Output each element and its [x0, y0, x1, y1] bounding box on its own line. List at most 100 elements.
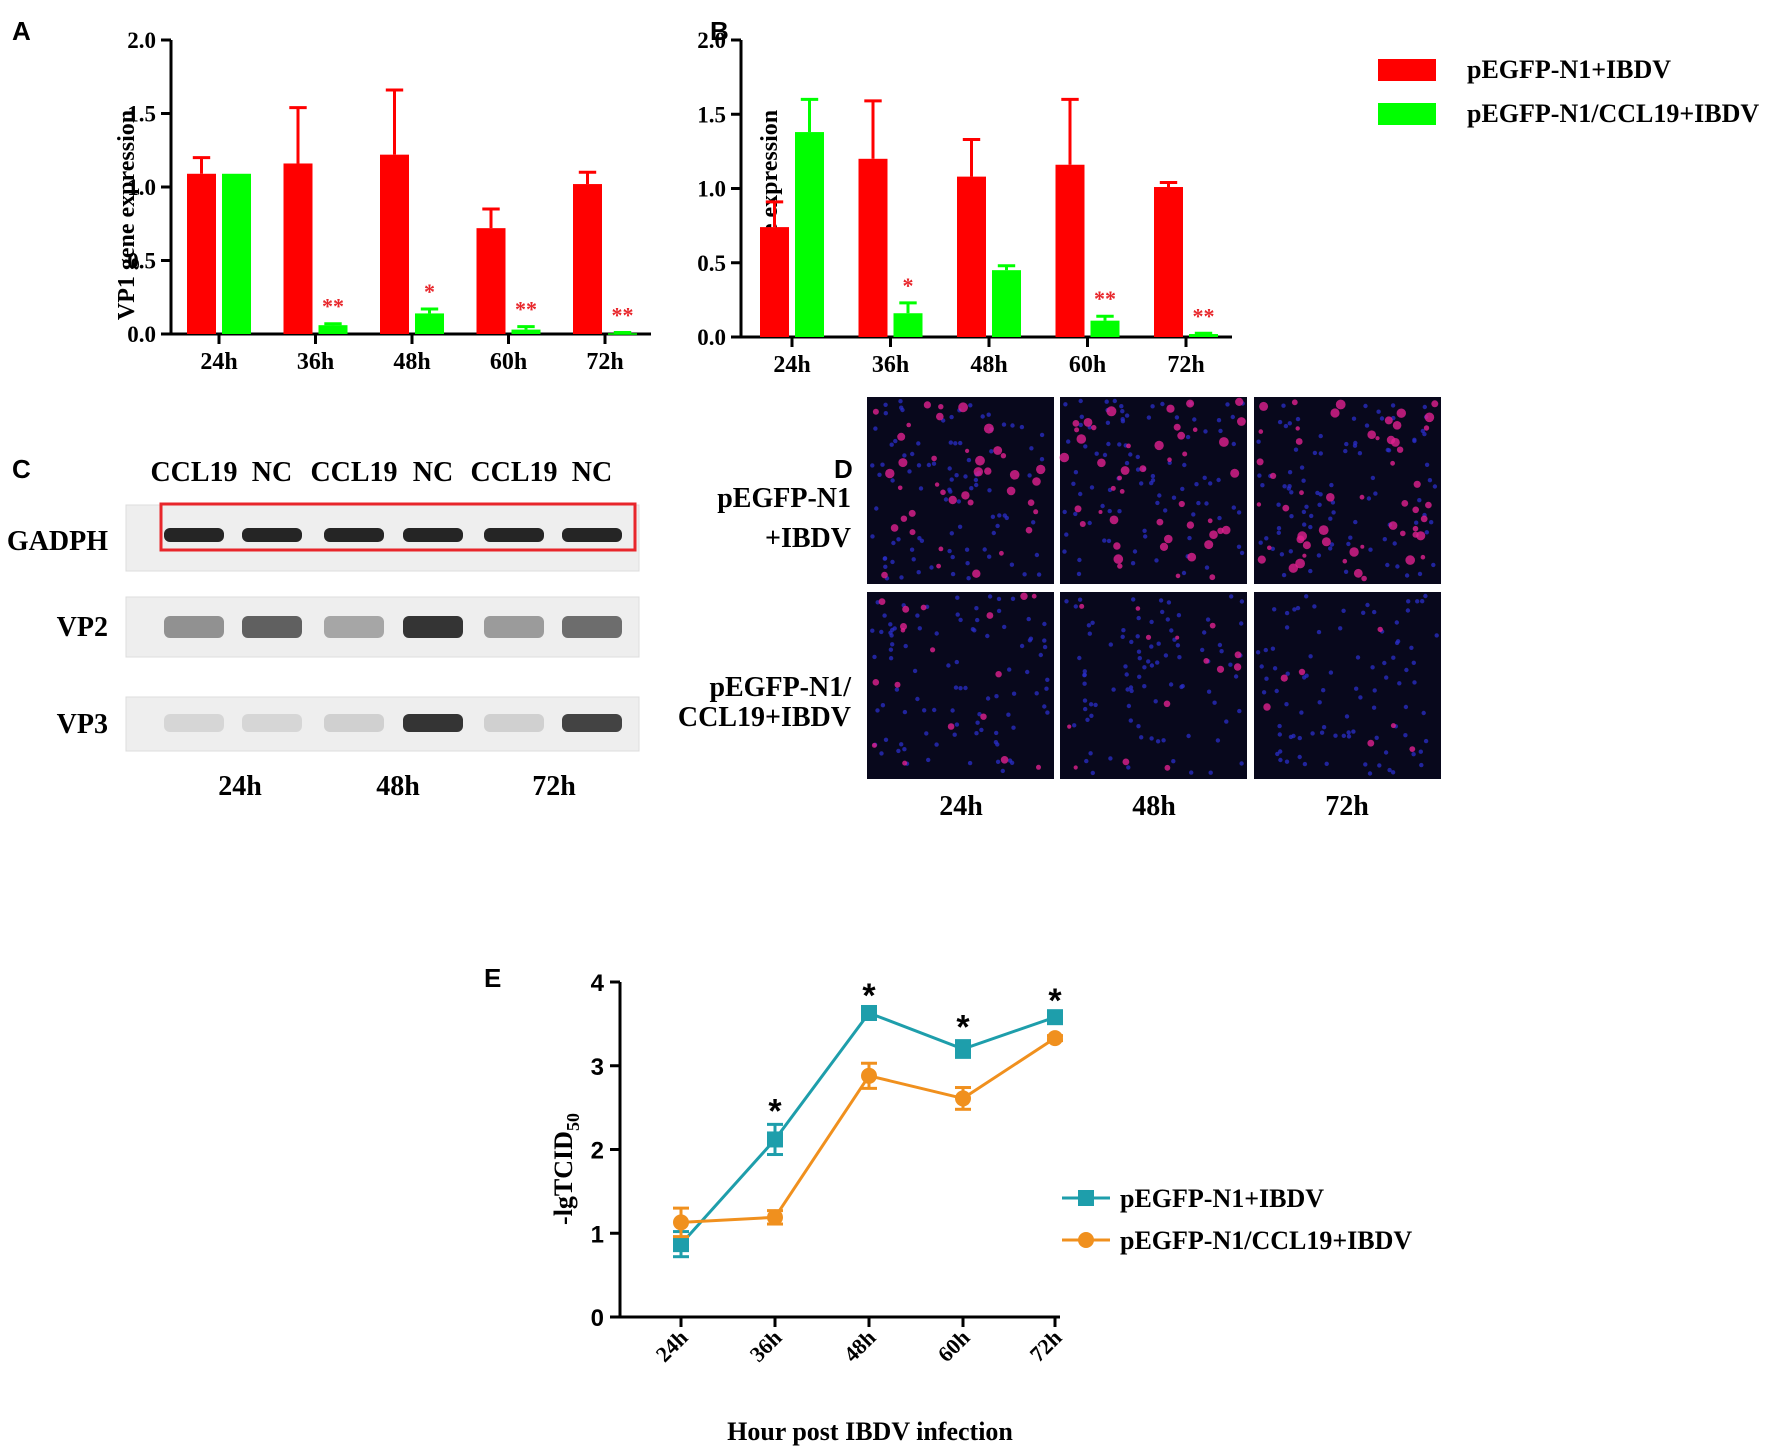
panel-d-signal [1420, 554, 1426, 560]
panel-d-nucleus [916, 463, 922, 468]
panel-d-nucleus [966, 576, 971, 581]
panel-d-nucleus [1034, 552, 1040, 558]
panel-d-nucleus [1434, 633, 1439, 638]
panel-e-ytick-label: 2 [591, 1138, 604, 1165]
panel-d-nucleus [1361, 610, 1366, 615]
panel-d-signal [1164, 764, 1171, 771]
panel-d-nucleus [963, 474, 968, 479]
panel-e-xtick-label: 36h [745, 1325, 787, 1367]
panel-d-nucleus [1107, 508, 1112, 514]
panel-c-blot-label: GADPH [7, 526, 108, 557]
panel-d-signal [885, 468, 895, 479]
panel-d-nucleus [1171, 495, 1177, 500]
panel-c-time-label: 48h [376, 771, 420, 802]
panel-d-nucleus [1175, 643, 1181, 648]
panel-d-nucleus [916, 441, 921, 446]
panel-d-nucleus [889, 633, 894, 638]
panel-d-signal [1204, 540, 1214, 550]
panel-d-nucleus [1039, 432, 1045, 438]
panel-e-point [767, 1209, 783, 1226]
panel-d-col-labels: 24h 48h 72h [939, 791, 1369, 822]
panel-d-nucleus [916, 570, 921, 575]
panel-d-signal [1375, 436, 1380, 441]
panel-d-nucleus [1002, 513, 1007, 518]
panel-d-signal [1209, 574, 1216, 581]
panel-d-nucleus [924, 731, 929, 736]
panel-d-nucleus [1135, 454, 1141, 460]
panel-d-nucleus [1128, 718, 1134, 723]
panel-a-ytick-label: 2.0 [127, 28, 156, 53]
panel-d-nucleus [1344, 714, 1350, 719]
panel-d-nucleus [891, 540, 896, 546]
panel-d-signal [1412, 506, 1419, 514]
panel-d-signal [1288, 563, 1299, 573]
panel-d-nucleus [1062, 549, 1067, 554]
panel-d-nucleus [1126, 703, 1132, 709]
panel-d-nucleus [966, 457, 972, 463]
panel-d-nucleus [997, 513, 1002, 518]
panel-d-nucleus [870, 534, 875, 539]
panel-d-nucleus [1082, 669, 1088, 674]
panel-d-nucleus [1165, 617, 1171, 622]
panel-d-nucleus [993, 740, 999, 745]
panel-c-blots: GADPH VP2 VP3 [7, 502, 640, 752]
panel-d-signal [1377, 626, 1383, 633]
panel-d-nucleus [888, 622, 893, 627]
panel-d-nucleus [1119, 404, 1124, 409]
panel-d-nucleus [934, 742, 939, 747]
panel-d-signal [1117, 563, 1123, 569]
panel-c-time-label: 24h [218, 771, 262, 802]
panel-d-nucleus [1112, 398, 1118, 404]
panel-d-signal [1270, 472, 1277, 479]
panel-d-nucleus [1348, 535, 1353, 540]
panel-d-nucleus [1073, 511, 1078, 517]
panel-d-nucleus [987, 488, 992, 493]
panel-c-band [242, 528, 302, 542]
panel-d-signal [973, 467, 983, 477]
panel-d-nucleus [950, 554, 955, 560]
panel-d-nucleus [1343, 448, 1348, 454]
panel-d-signal [1431, 400, 1439, 408]
panel-e-significance: * [1048, 982, 1062, 1020]
panel-d-signal [1217, 527, 1224, 534]
panel-d-nucleus [1315, 490, 1320, 496]
panel-d-nucleus [1130, 561, 1136, 566]
panel-d-nucleus [1155, 660, 1160, 665]
panel-d-nucleus [1338, 626, 1343, 631]
panel-c: C CCL19 NC CCL19 NC CCL19 NC GADPH VP2 VP3 24h 4… [7, 454, 640, 802]
panel-d-signal [1177, 431, 1186, 440]
panel-d-nucleus [1281, 403, 1286, 408]
panel-c-lane-label: CCL19 [470, 457, 557, 488]
panel-d-signal [920, 604, 927, 611]
panel-d-nucleus [1404, 667, 1409, 673]
panel-d-nucleus [1424, 530, 1430, 535]
panel-d-nucleus [1121, 628, 1126, 633]
panel-d-signal [972, 569, 981, 578]
panel-d-signal [1159, 542, 1169, 552]
panel-d-signal [1342, 558, 1348, 564]
panel-d-nucleus [874, 506, 879, 511]
panel-d-nucleus [1191, 512, 1196, 517]
panel-d-signal [1424, 412, 1435, 423]
panel-d-nucleus [1308, 654, 1313, 659]
panel-d-signal [1079, 521, 1086, 527]
panel-d-signal [1166, 404, 1175, 413]
panel-a-significance: ** [515, 297, 537, 322]
panel-d-signal [1267, 545, 1272, 551]
panel-d-images [867, 397, 1441, 779]
panel-e-significance: * [862, 977, 876, 1015]
panel-d-nucleus [877, 472, 882, 477]
panel-d-nucleus [954, 722, 960, 727]
panel-d-signal [1164, 534, 1173, 544]
panel-d-signal [1025, 526, 1033, 534]
panel-b-bars: ***** [760, 97, 1218, 337]
panel-d-nucleus [1312, 450, 1318, 456]
panel-d-nucleus [899, 405, 904, 410]
panel-d-nucleus [964, 547, 970, 552]
panel-d-nucleus [1231, 441, 1237, 447]
panel-d-nucleus [926, 757, 931, 763]
panel-e-axes: 0 1 2 3 4 24h 36h 48h 60h 72h [591, 970, 1067, 1367]
panel-d-signal [1209, 622, 1216, 629]
panel-d-nucleus [1281, 572, 1287, 578]
